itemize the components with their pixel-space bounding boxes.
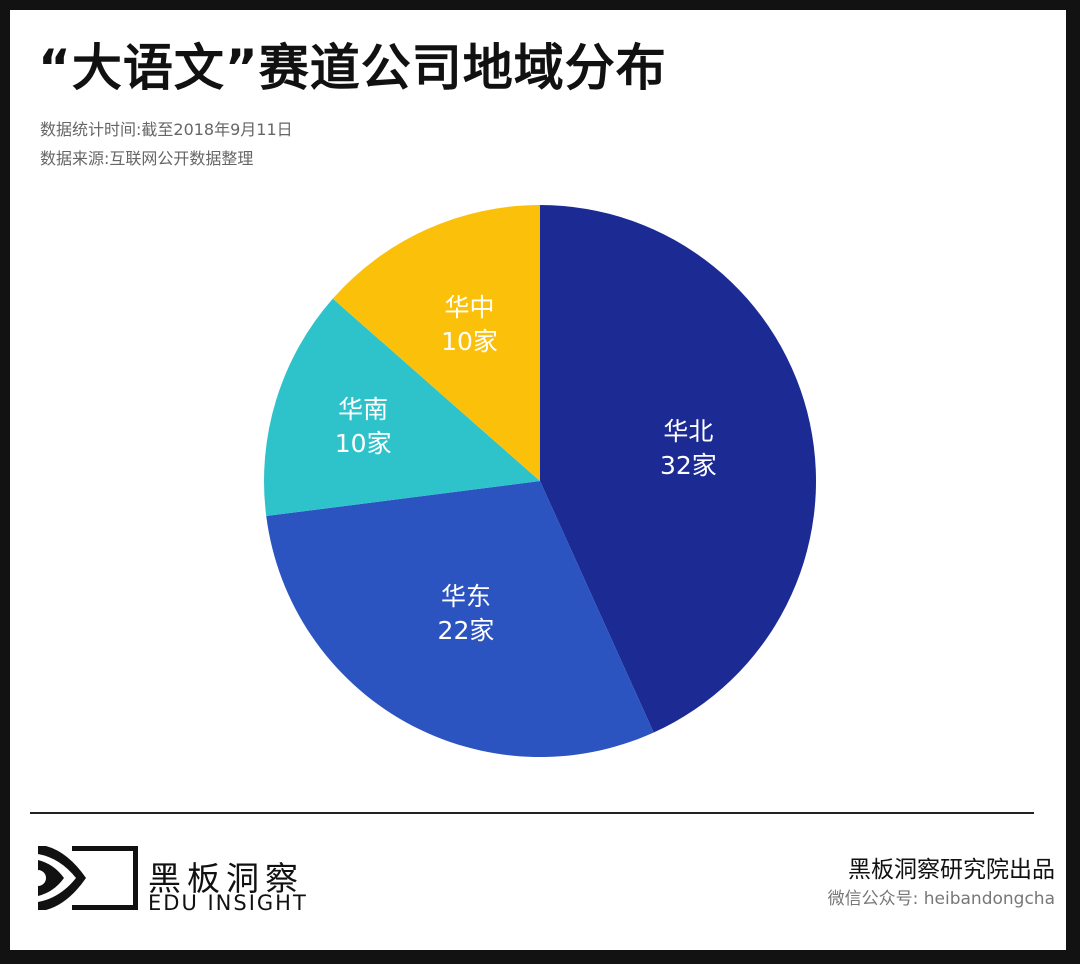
credit-text: 黑板洞察研究院出品	[848, 857, 1055, 883]
pie-slice-2	[264, 298, 540, 517]
stat-time-note: 数据统计时间:截至2018年9月11日	[40, 120, 293, 139]
slice-label-huanan: 华南 10家	[334, 394, 392, 458]
footer-divider	[30, 812, 1034, 814]
page-title: “大语文”赛道公司地域分布	[38, 39, 667, 97]
pie-slice-3	[332, 205, 540, 481]
slice-label-huadong: 华东 22家	[437, 581, 495, 645]
pie-slice-0	[540, 205, 816, 733]
brand-name-cn: 黑板洞察	[148, 859, 304, 898]
pie-slice-1	[266, 481, 654, 757]
eye-logo-icon	[38, 846, 138, 910]
slice-label-huabei: 华北 32家	[659, 417, 717, 481]
data-source-note: 数据来源:互联网公开数据整理	[40, 149, 254, 168]
wechat-account: 微信公众号: heibandongcha	[827, 889, 1055, 909]
slice-label-huazhong: 华中 10家	[441, 293, 498, 357]
brand-name-en: EDU INSIGHT	[148, 891, 308, 915]
